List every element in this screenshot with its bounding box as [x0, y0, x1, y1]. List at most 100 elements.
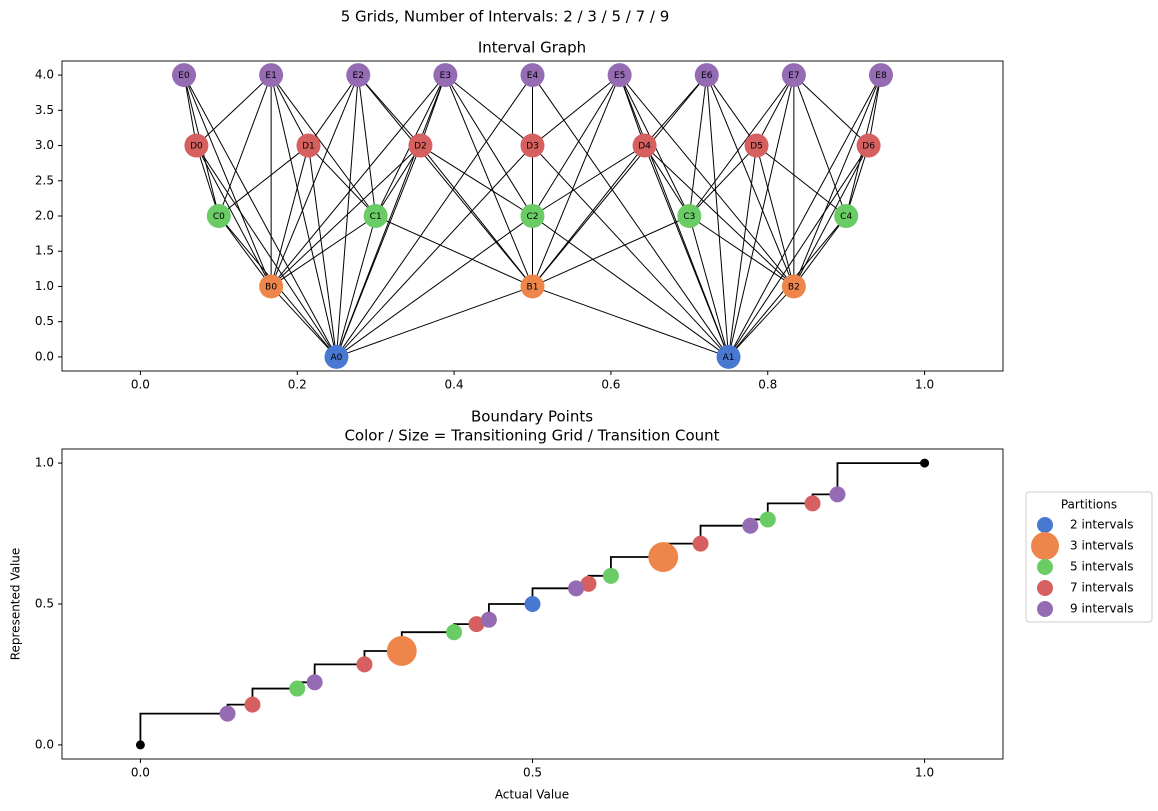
node-label: E3: [440, 71, 451, 81]
node: [363, 204, 388, 228]
node-label: C2: [526, 212, 538, 222]
edge: [420, 145, 533, 217]
node: [520, 204, 545, 228]
edge: [307, 145, 337, 357]
edge: [619, 74, 730, 358]
edge: [183, 74, 337, 358]
chart-subtitle: Color / Size = Transitioning Grid / Tran…: [344, 427, 719, 445]
x-tick-label: 0.0: [131, 766, 150, 780]
bubble: [602, 567, 619, 584]
bubble: [692, 535, 709, 552]
edge: [756, 145, 847, 217]
node: [206, 204, 231, 228]
edge: [532, 74, 708, 287]
node: [520, 63, 545, 88]
bubble: [568, 580, 585, 597]
node-label: D0: [190, 142, 203, 152]
edge: [195, 145, 337, 358]
x-tick-label: 0.2: [288, 378, 307, 392]
x-tick-label: 0.0: [131, 378, 150, 392]
legend-marker: [1037, 517, 1053, 533]
node-label: E8: [875, 71, 887, 81]
legend: Partitions 2 intervals 3 intervals 5 interv…: [1025, 491, 1153, 623]
edge: [444, 74, 533, 287]
node-label: A0: [331, 353, 343, 363]
legend-marker: [1037, 601, 1053, 617]
edge: [688, 74, 795, 217]
edge: [619, 74, 646, 146]
edge: [357, 75, 377, 217]
legend-marker: [1031, 532, 1059, 560]
edge: [793, 74, 869, 146]
legend-title: Partitions: [1061, 498, 1117, 512]
legend-label: 5 intervals: [1070, 560, 1133, 574]
edge: [375, 145, 421, 217]
node-label: D5: [750, 142, 763, 152]
x-tick-label: 1.0: [915, 378, 934, 392]
chart-title: Interval Graph: [478, 39, 586, 57]
edge: [270, 145, 309, 287]
y-tick-label: 1.5: [35, 244, 54, 258]
edge: [706, 74, 757, 146]
node: [744, 133, 769, 158]
edge: [195, 145, 220, 217]
node-label: E6: [701, 71, 713, 81]
legend-marker: [1037, 580, 1053, 596]
node: [781, 274, 806, 299]
endpoint: [920, 458, 930, 468]
bubble: [289, 680, 306, 697]
edge: [445, 74, 533, 146]
edge: [270, 74, 359, 287]
edge: [728, 145, 758, 357]
edge: [335, 74, 446, 358]
edge: [532, 145, 729, 358]
edges: [183, 74, 882, 358]
node: [607, 63, 632, 88]
node: [716, 344, 741, 369]
node-label: E1: [265, 71, 276, 81]
bubble: [580, 575, 597, 592]
legend-frame: [1025, 491, 1153, 623]
y-tick-label: 3.0: [35, 138, 54, 152]
edge: [444, 74, 533, 217]
bubble: [480, 611, 497, 628]
node-label: D1: [302, 142, 315, 152]
bubble: [446, 624, 463, 641]
edge: [270, 74, 377, 217]
node: [433, 63, 458, 88]
y-tick-label: 0.0: [35, 737, 54, 751]
edge: [336, 145, 533, 358]
node: [781, 63, 806, 88]
node: [834, 204, 859, 228]
edge: [270, 74, 309, 146]
edge: [793, 215, 847, 287]
edge: [688, 215, 730, 358]
edge: [532, 215, 729, 358]
edge: [420, 145, 533, 287]
edge: [756, 145, 795, 287]
chart-title: Boundary Points: [471, 408, 593, 426]
bubble: [524, 596, 541, 612]
legend-label: 9 intervals: [1070, 602, 1133, 616]
bubble: [742, 517, 759, 534]
node: [856, 133, 881, 158]
x-tick-label: 0.8: [758, 378, 777, 392]
node-label: D3: [526, 142, 539, 152]
y-tick-label: 2.5: [35, 173, 54, 187]
edge: [688, 75, 708, 217]
legend-marker: [1037, 559, 1053, 575]
y-tick-label: 4.0: [35, 68, 54, 82]
node-label: A1: [723, 353, 735, 363]
node: [296, 133, 321, 158]
bubble: [386, 636, 417, 666]
legend-label: 2 intervals: [1070, 518, 1133, 532]
node-label: E7: [788, 71, 799, 81]
node: [259, 63, 284, 88]
edge: [532, 74, 729, 358]
node: [694, 63, 719, 88]
node: [324, 344, 349, 369]
y-tick-label: 2.0: [35, 209, 54, 223]
edge: [793, 74, 882, 287]
edge: [195, 145, 272, 287]
edge: [532, 74, 620, 146]
